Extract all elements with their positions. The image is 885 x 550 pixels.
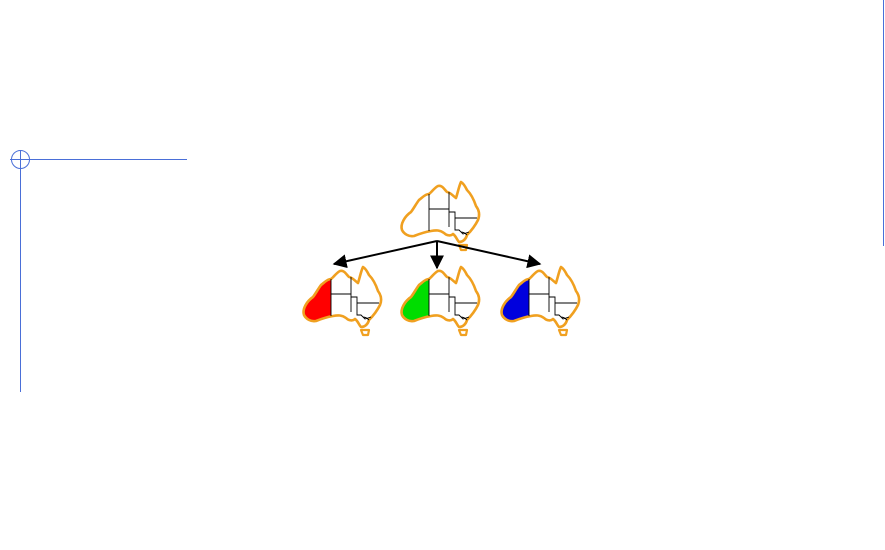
root-map-node [402,182,479,250]
edge-to-blue [436,240,542,269]
tree-edges [332,240,542,270]
corner-crop-mark [11,150,30,169]
map-node-wa-green [402,267,479,335]
edge-to-red [332,240,438,269]
map-node-wa-red [304,267,381,335]
map-node-wa-blue [502,267,579,335]
page-guides [10,0,884,392]
